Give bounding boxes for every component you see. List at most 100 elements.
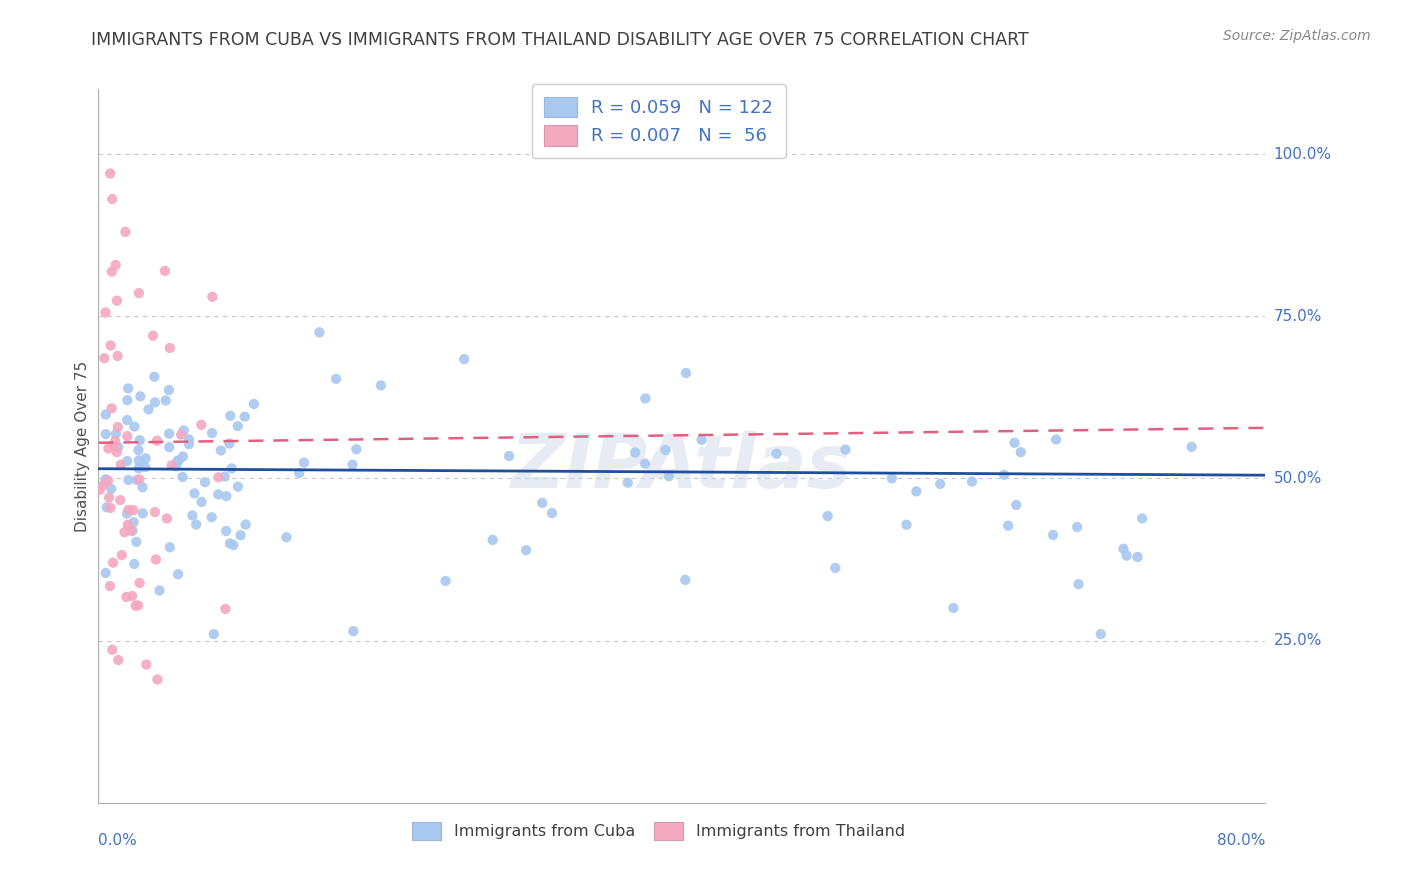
Point	[117, 503, 139, 517]
Point	[105, 293, 128, 308]
Point	[221, 461, 243, 475]
Point	[201, 510, 224, 524]
Point	[128, 286, 150, 301]
Y-axis label: Disability Age Over 75: Disability Age Over 75	[75, 360, 90, 532]
Point	[165, 459, 187, 474]
Point	[117, 429, 139, 443]
Point	[172, 470, 194, 484]
Point	[157, 426, 180, 441]
Point	[115, 413, 138, 427]
Point	[94, 475, 117, 489]
Point	[993, 467, 1015, 482]
Point	[288, 466, 311, 480]
Point	[215, 524, 238, 538]
Point	[214, 602, 236, 616]
Point	[325, 372, 347, 386]
Point	[308, 326, 330, 340]
Point	[114, 525, 136, 540]
Point	[342, 624, 364, 639]
Point	[481, 533, 503, 547]
Point	[190, 495, 212, 509]
Text: 25.0%: 25.0%	[1274, 633, 1322, 648]
Point	[128, 472, 150, 486]
Point	[202, 627, 225, 641]
Point	[1005, 498, 1028, 512]
Point	[434, 574, 457, 588]
Point	[243, 397, 266, 411]
Point	[115, 507, 138, 521]
Point	[127, 599, 149, 613]
Point	[344, 442, 367, 457]
Point	[146, 434, 169, 448]
Point	[132, 507, 155, 521]
Point	[209, 443, 232, 458]
Point	[117, 381, 139, 395]
Point	[675, 366, 697, 380]
Point	[117, 517, 139, 532]
Legend: Immigrants from Cuba, Immigrants from Thailand: Immigrants from Cuba, Immigrants from Th…	[405, 814, 912, 848]
Point	[233, 409, 256, 424]
Point	[105, 445, 128, 459]
Point	[166, 453, 188, 467]
Point	[498, 449, 520, 463]
Point	[138, 402, 160, 417]
Point	[93, 351, 115, 366]
Text: 0.0%: 0.0%	[98, 833, 138, 848]
Point	[155, 393, 177, 408]
Point	[292, 456, 315, 470]
Point	[673, 573, 696, 587]
Point	[765, 447, 787, 461]
Point	[101, 192, 124, 206]
Point	[226, 419, 249, 434]
Point	[229, 528, 252, 542]
Point	[654, 442, 676, 457]
Point	[160, 458, 183, 473]
Point	[960, 475, 983, 489]
Point	[634, 457, 657, 471]
Point	[143, 395, 166, 409]
Point	[125, 473, 148, 487]
Point	[634, 392, 657, 406]
Point	[104, 426, 127, 441]
Point	[128, 443, 150, 458]
Point	[1115, 549, 1137, 563]
Point	[159, 341, 181, 355]
Point	[880, 471, 903, 485]
Point	[122, 557, 145, 571]
Point	[624, 445, 647, 459]
Point	[157, 440, 180, 454]
Point	[107, 653, 129, 667]
Point	[146, 673, 169, 687]
Point	[100, 338, 122, 352]
Point	[172, 450, 194, 464]
Point	[1130, 511, 1153, 525]
Point	[94, 427, 117, 442]
Point	[115, 454, 138, 468]
Point	[1126, 549, 1149, 564]
Point	[96, 500, 118, 515]
Point	[142, 328, 165, 343]
Point	[177, 433, 200, 447]
Point	[135, 657, 157, 672]
Point	[186, 517, 208, 532]
Point	[157, 383, 180, 397]
Point	[222, 538, 245, 552]
Point	[226, 480, 249, 494]
Point	[98, 491, 121, 505]
Point	[128, 453, 150, 467]
Point	[207, 487, 229, 501]
Point	[159, 541, 181, 555]
Point	[101, 642, 124, 657]
Text: 75.0%: 75.0%	[1274, 309, 1322, 324]
Point	[143, 505, 166, 519]
Point	[117, 393, 139, 408]
Point	[167, 454, 190, 468]
Point	[1067, 577, 1090, 591]
Point	[201, 426, 224, 441]
Point	[219, 536, 242, 550]
Point	[541, 506, 564, 520]
Point	[129, 389, 152, 403]
Point	[145, 552, 167, 566]
Point	[201, 290, 224, 304]
Point	[276, 530, 298, 544]
